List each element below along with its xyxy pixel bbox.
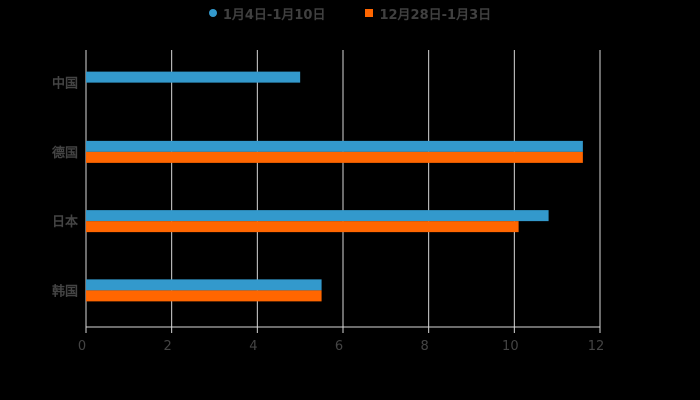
x-tick-label: 4: [249, 339, 257, 354]
x-tick-label: 12: [588, 339, 605, 354]
bar-2[interactable]: [86, 221, 519, 233]
category-label: 韩国: [52, 283, 78, 299]
legend-item-series-2[interactable]: 12月28日-1月3日: [365, 3, 491, 23]
x-tick-label: 0: [78, 339, 86, 354]
bar-1[interactable]: [86, 210, 549, 222]
bar-2[interactable]: [86, 151, 583, 163]
legend-label-series-1: 1月4日-1月10日: [222, 7, 326, 23]
bar-1[interactable]: [86, 279, 322, 291]
category-label: 德国: [52, 145, 78, 161]
x-tick-label: 8: [421, 339, 429, 354]
series-2-marker-icon: [365, 9, 374, 17]
x-tick-label: 2: [164, 339, 172, 354]
category-label: 中国: [52, 76, 78, 92]
series-1-marker-icon: [208, 9, 217, 17]
chart-legend: 1月4日-1月10日 12月28日-1月3日: [0, 3, 700, 23]
x-tick-label: 6: [335, 339, 343, 354]
bar-1[interactable]: [86, 140, 583, 152]
legend-label-series-2: 12月28日-1月3日: [379, 7, 492, 23]
x-tick-label: 10: [502, 339, 519, 354]
bar-1[interactable]: [86, 71, 301, 83]
bar-2[interactable]: [86, 290, 322, 302]
category-label: 日本: [52, 214, 78, 230]
legend-item-series-1[interactable]: 1月4日-1月10日: [208, 3, 326, 23]
